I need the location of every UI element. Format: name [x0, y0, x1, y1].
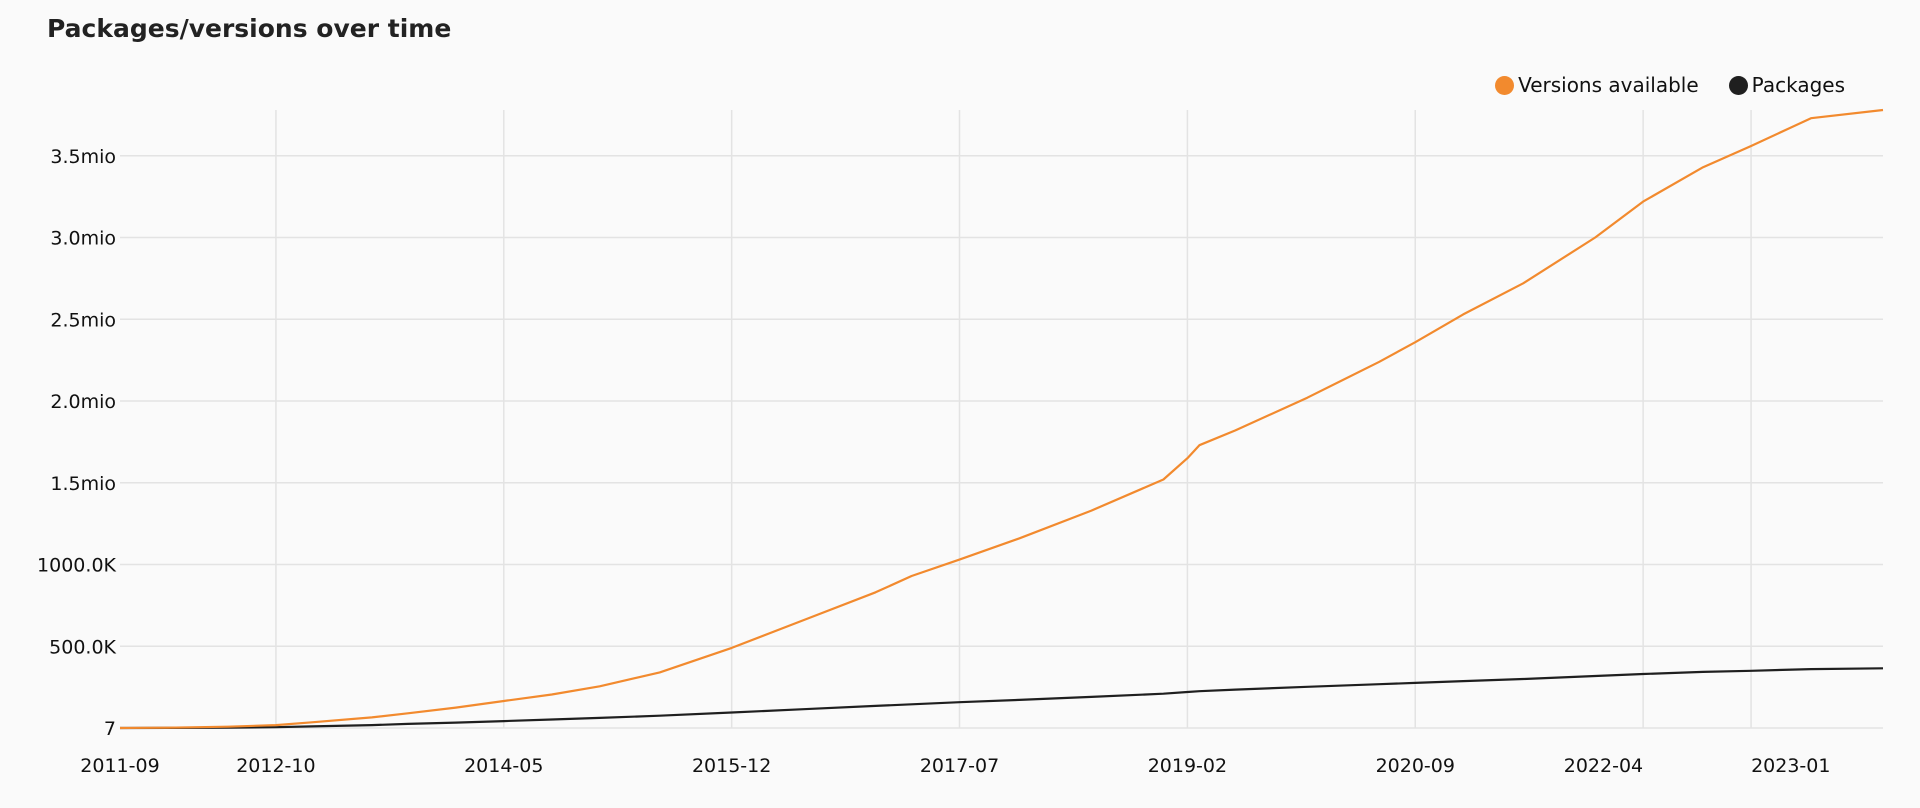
- x-tick-label: 2017-07: [920, 755, 999, 777]
- y-tick-label: 1000.0K: [37, 555, 116, 577]
- x-gridlines: [275, 110, 1752, 728]
- legend-swatch-packages: [1728, 75, 1748, 95]
- x-axis-tick-labels: 2011-09 2012-10 2014-05 2015-12 2017-07 2019-…: [80, 755, 1830, 777]
- y-tick-label: 1.5mio: [50, 473, 116, 495]
- x-tick-label: 2023-01: [1751, 755, 1830, 777]
- x-tick-label: 2019-02: [1148, 755, 1227, 777]
- x-tick-label: 2014-05: [464, 755, 543, 777]
- y-tick-label: 2.0mio: [50, 391, 116, 413]
- y-tick-label: 500.0K: [49, 636, 116, 658]
- y-axis-tick-labels: 7 500.0K 1000.0K 1.5mio 2.0mio 2.5mio 3.0mio 3.…: [37, 146, 116, 740]
- chart-title: Packages/versions over time: [47, 14, 452, 43]
- x-tick-label: 2015-12: [692, 755, 771, 777]
- y-tick-label: 2.5mio: [50, 309, 116, 331]
- series-lines: [119, 108, 1884, 730]
- legend-item-packages[interactable]: Packages: [1728, 73, 1845, 97]
- y-tick-label: 3.0mio: [50, 228, 116, 250]
- x-tick-label: 2022-04: [1564, 755, 1643, 777]
- y-tick-label: 7: [104, 718, 116, 740]
- legend-label-packages: Packages: [1751, 73, 1845, 97]
- y-tick-label: 3.5mio: [50, 146, 116, 168]
- series-line-packages: [119, 667, 1884, 730]
- legend-item-versions[interactable]: Versions available: [1495, 73, 1699, 97]
- x-tick-label: 2011-09: [80, 755, 159, 777]
- legend: Versions available Packages: [1495, 73, 1845, 97]
- x-tick-label: 2020-09: [1376, 755, 1455, 777]
- legend-swatch-versions: [1495, 75, 1515, 95]
- legend-label-versions: Versions available: [1518, 73, 1699, 97]
- x-tick-label: 2012-10: [236, 755, 315, 777]
- series-line-versions-available: [119, 108, 1884, 730]
- y-gridlines: [120, 155, 1883, 729]
